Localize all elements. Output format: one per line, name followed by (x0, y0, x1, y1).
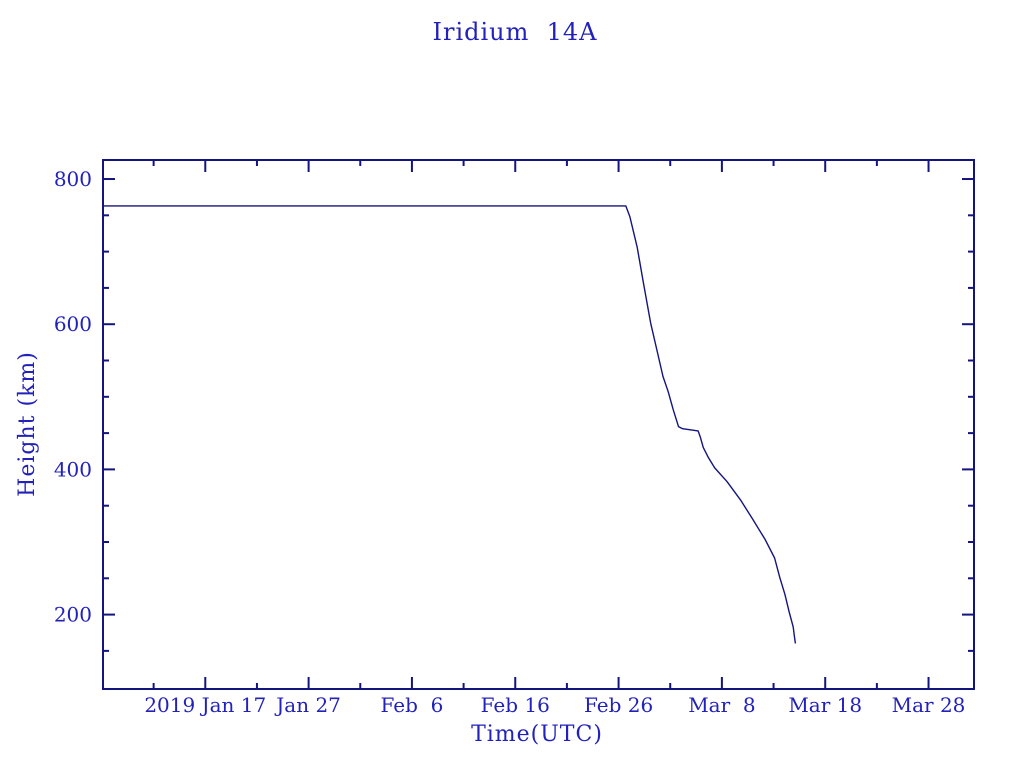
y-tick-label: 400 (54, 457, 92, 481)
x-tick-label: Mar 18 (788, 693, 862, 717)
x-tick-label: Jan 27 (274, 693, 341, 717)
x-tick-label: Feb 26 (584, 693, 653, 717)
x-axis-title: Time(UTC) (471, 722, 603, 747)
y-axis-title: Height (km) (15, 351, 40, 497)
chart-title: Iridium 14A (432, 18, 597, 46)
y-tick-label: 600 (54, 312, 92, 336)
plot-frame (102, 159, 975, 690)
x-tick-label: Mar 8 (688, 693, 755, 717)
y-tick-label: 800 (54, 167, 92, 191)
x-tick-label: 2019 Jan 17 (144, 693, 266, 717)
y-tick-label: 200 (54, 603, 92, 627)
decay-curve (102, 205, 796, 644)
x-tick-label: Feb 6 (380, 693, 443, 717)
plot-generated-content: 2019 Jan 17 Jan 27 Feb 6 Feb 16 Feb 26 Mar 8 M… (54, 159, 975, 717)
x-tick-label: Mar 28 (892, 693, 966, 717)
x-tick-label: Feb 16 (481, 693, 550, 717)
